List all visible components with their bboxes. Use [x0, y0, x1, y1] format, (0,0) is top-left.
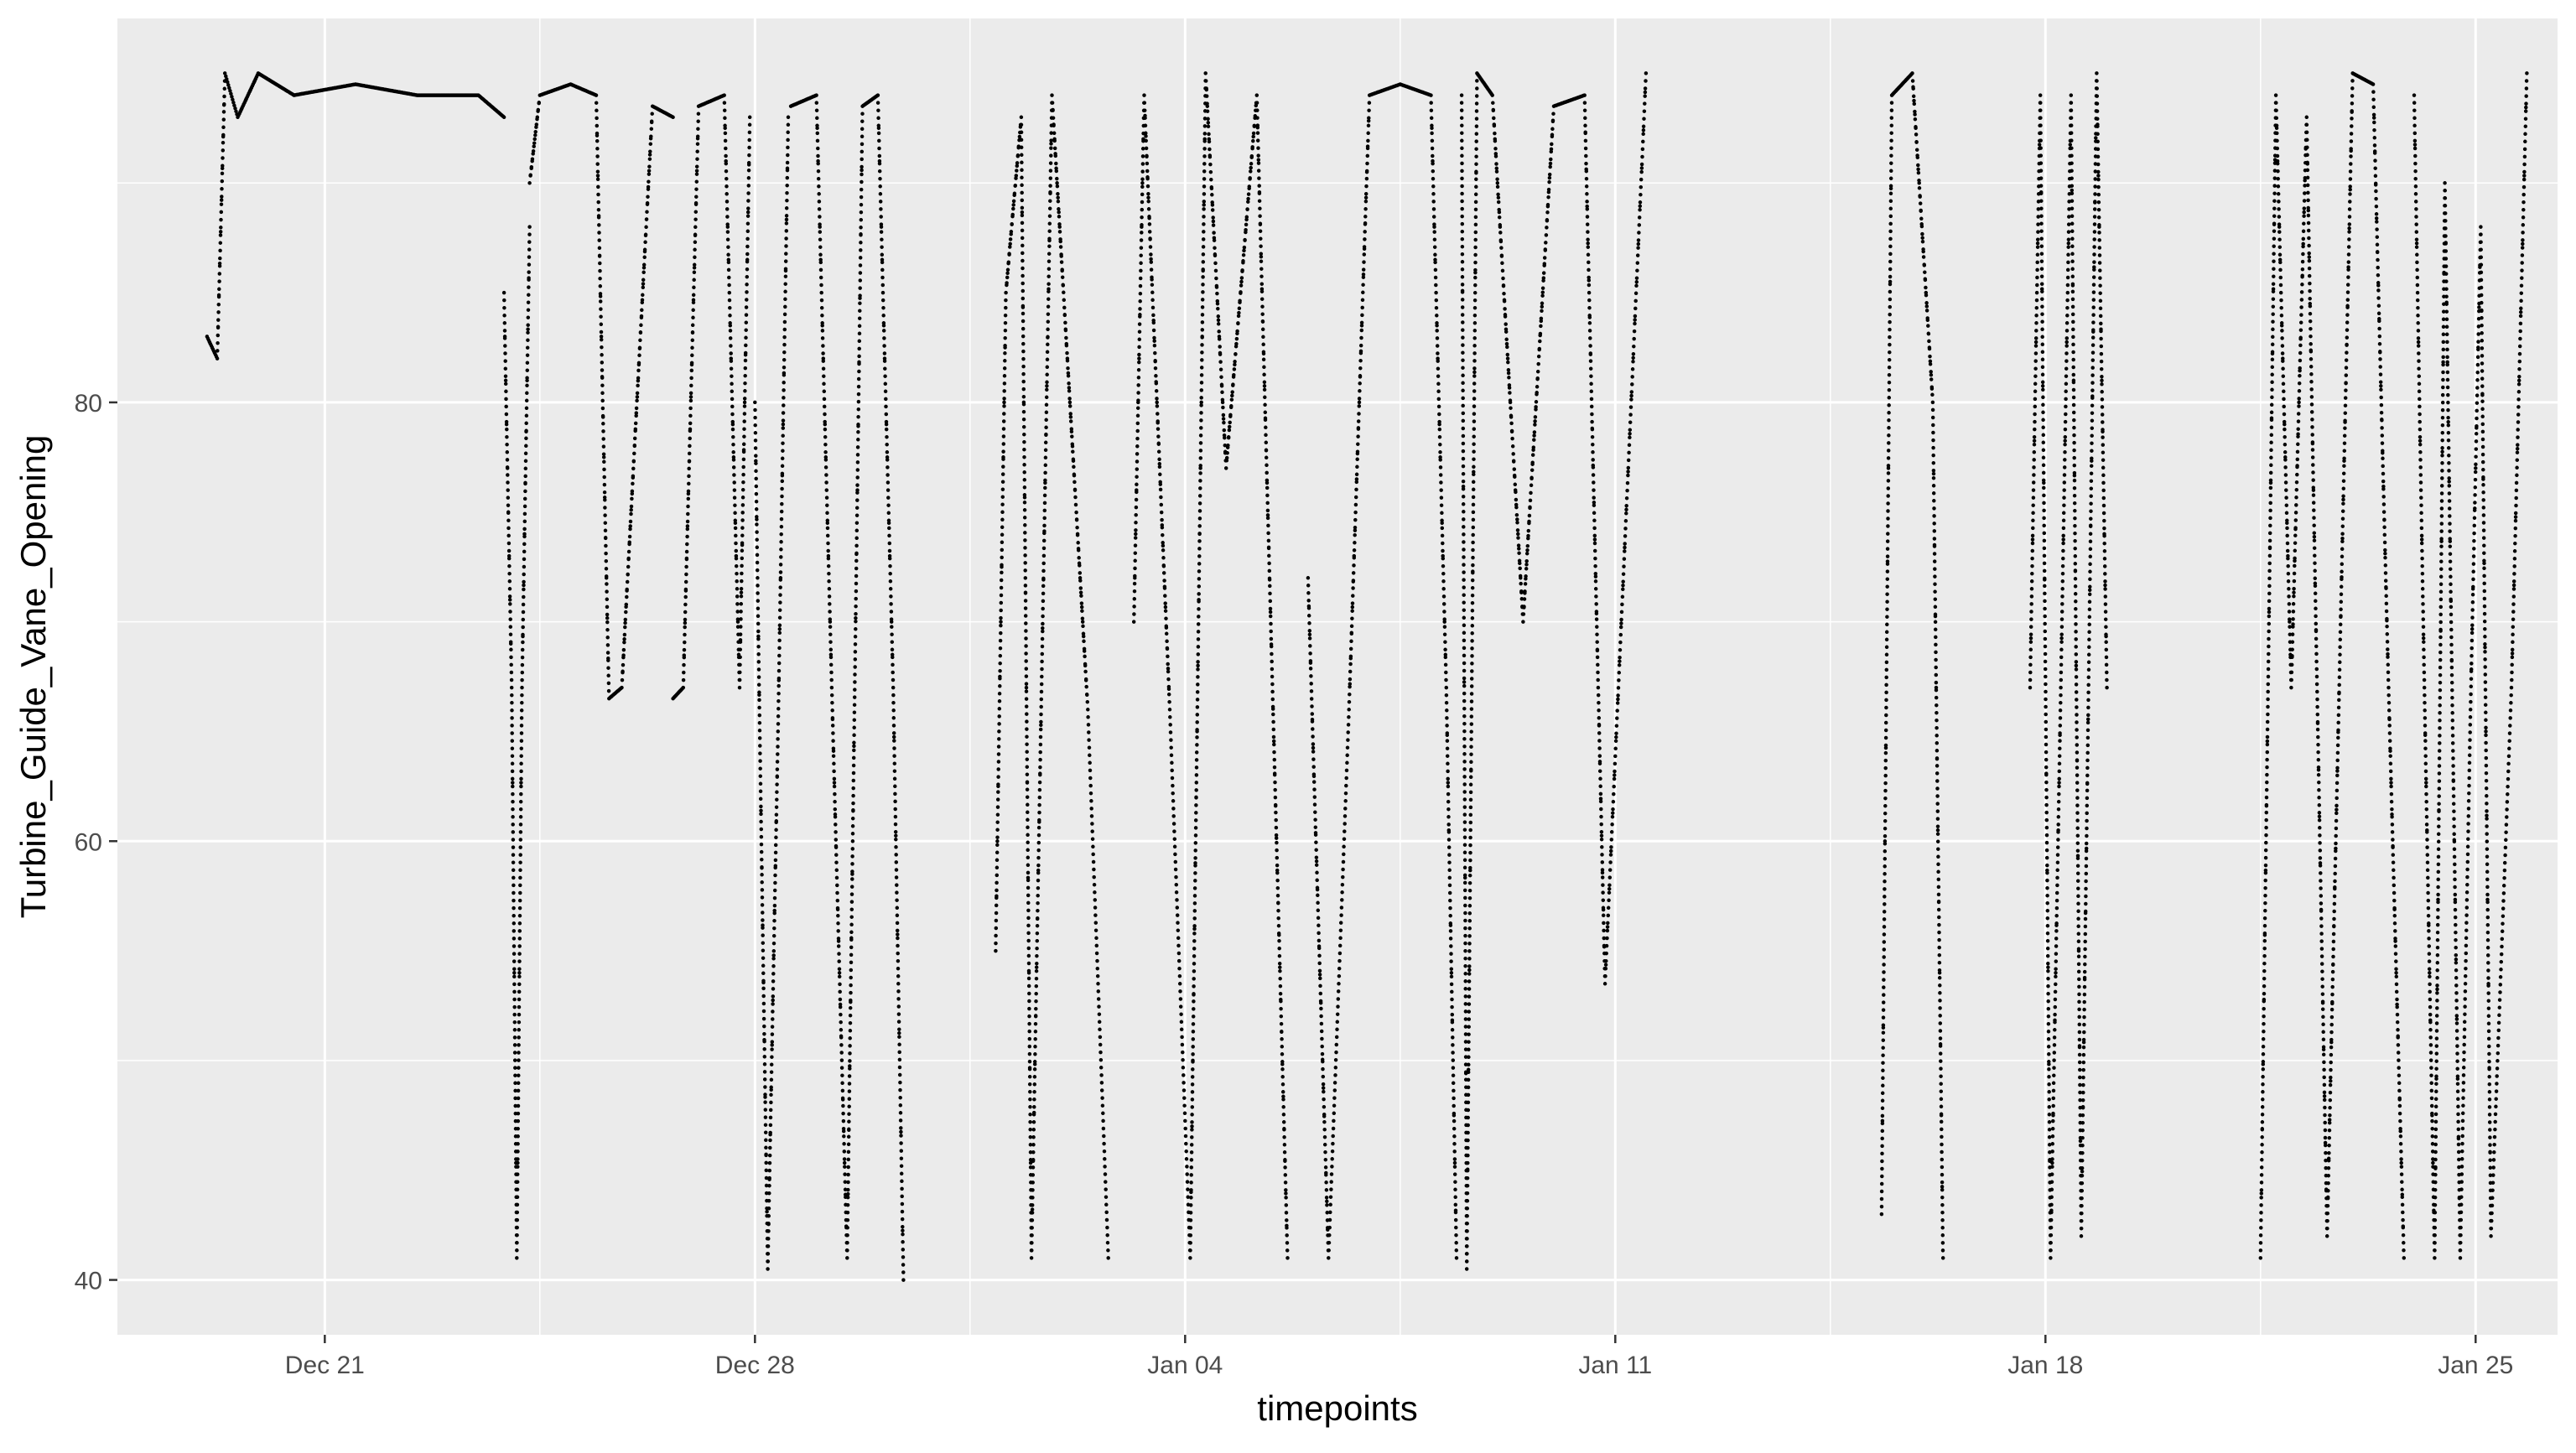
data-points	[205, 71, 2529, 1282]
x-tick-label: Jan 18	[2007, 1352, 2083, 1379]
x-tick-label: Dec 21	[285, 1352, 365, 1379]
y-tick-label: 80	[75, 390, 102, 418]
data-point-trace	[501, 225, 532, 1260]
y-tick-label: 60	[75, 828, 102, 856]
data-point-trace	[2258, 71, 2407, 1260]
data-point-trace	[527, 82, 675, 701]
data-point-trace	[753, 115, 791, 1271]
y-tick-label: 40	[75, 1268, 102, 1295]
x-axis-title: timepoints	[1257, 1388, 1417, 1428]
data-point-trace	[1459, 71, 1649, 1271]
data-point-trace	[2412, 71, 2529, 1260]
y-axis-title: Turbine_Guide_Vane_Opening	[13, 435, 53, 919]
x-tick-label: Jan 11	[1578, 1352, 1652, 1379]
y-axis-ticks: 40 60 80	[75, 390, 117, 1295]
grid-major	[117, 18, 2558, 1335]
data-point-trace	[788, 93, 906, 1282]
data-point-trace	[671, 93, 752, 701]
plot-panel	[117, 18, 2558, 1335]
data-point-trace	[1306, 82, 1459, 1260]
x-tick-label: Jan 25	[2438, 1352, 2513, 1379]
data-point-trace	[205, 71, 506, 361]
x-tick-label: Dec 28	[715, 1352, 795, 1379]
grid-minor	[117, 18, 2558, 1335]
data-point-trace	[1879, 71, 1945, 1260]
x-tick-label: Jan 04	[1147, 1352, 1223, 1379]
x-axis-ticks: Dec 21 Dec 28 Jan 04 Jan 11 Jan 18 Jan 25	[285, 1335, 2513, 1379]
data-point-trace	[994, 93, 1110, 1260]
data-point-trace	[2028, 71, 2109, 1260]
data-point-trace	[1131, 71, 1290, 1260]
